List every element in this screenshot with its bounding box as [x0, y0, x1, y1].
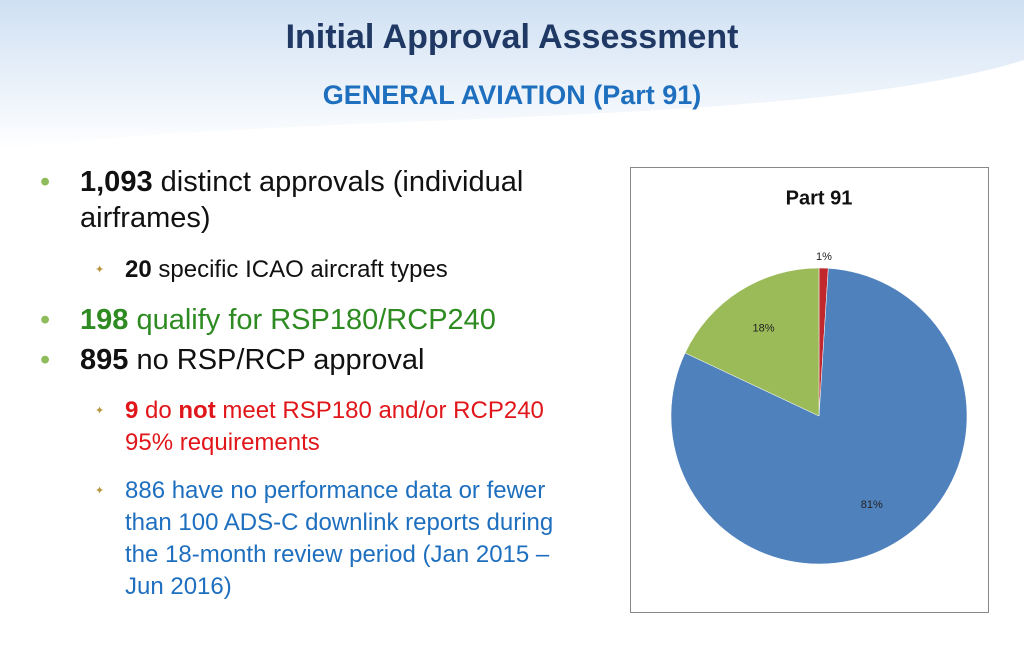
bullet: • 198 qualify for RSP180/RCP240 [40, 304, 496, 336]
chart-frame: Part 91 1% 81% 18% [630, 167, 989, 613]
slice-label: 18% [752, 322, 774, 334]
sub-bullet: ✦ 9 do not meet RSP180 and/or RCP240 95% … [95, 397, 544, 456]
bullet-text: no RSP/RCP approval [128, 344, 425, 376]
chart: Part 91 1% 81% 18% [670, 187, 968, 565]
pie-slice [684, 267, 820, 417]
background-swoosh [0, 0, 1024, 150]
slice-label: 81% [861, 499, 883, 511]
sub-text: 886 have no performance data or fewer th… [125, 477, 554, 600]
sub-number: 9 [125, 397, 139, 424]
sub-number: 20 [125, 256, 152, 283]
subtitle: GENERAL AVIATION (Part 91) [322, 80, 702, 110]
bullet-number: 895 [80, 344, 129, 376]
sub-text: specific ICAO aircraft types [151, 256, 448, 283]
bullet: • 1,093 distinct approvals (individual ai… [40, 166, 524, 234]
title: Initial Approval Assessment [285, 18, 739, 56]
sub-emphasis: not [178, 397, 216, 424]
chart-title: Part 91 [786, 187, 853, 209]
bullet-number: 1,093 [80, 166, 153, 198]
bullet-number: 198 [80, 304, 129, 336]
sub-text: meet RSP180 and/or RCP240 95% requiremen… [125, 397, 544, 456]
sub-bullet: ✦ 886 have no performance data or fewer t… [95, 477, 554, 600]
sub-text: do [138, 397, 179, 424]
bullet-text: qualify for RSP180/RCP240 [128, 304, 496, 336]
bullet-text: distinct approvals (individual airframes… [80, 166, 524, 234]
sub-bullet: ✦ 20 specific ICAO aircraft types [95, 256, 448, 283]
bullet: • 895 no RSP/RCP approval [40, 344, 425, 376]
slice-label: 1% [816, 251, 832, 263]
